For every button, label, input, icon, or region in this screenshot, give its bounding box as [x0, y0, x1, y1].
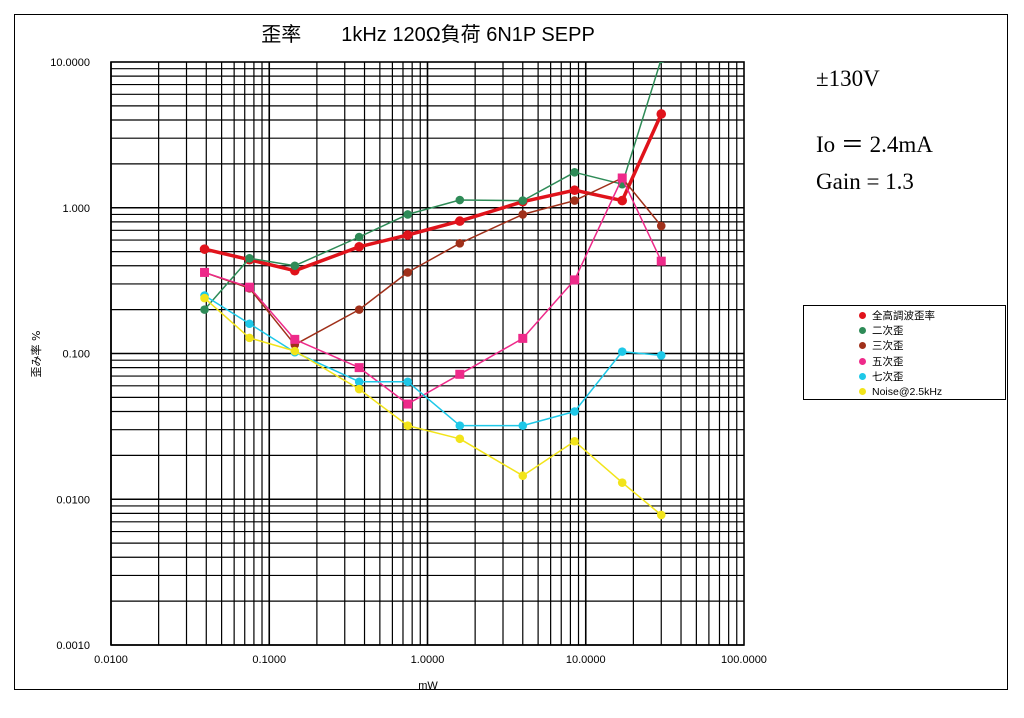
- data-point: [617, 478, 627, 487]
- data-point: [403, 421, 413, 430]
- legend-item: Noise@2.5kHz: [804, 384, 1005, 399]
- data-point: [354, 305, 364, 314]
- data-point: [245, 253, 254, 263]
- legend-marker: [859, 388, 866, 396]
- data-point: [455, 434, 465, 444]
- plot-border: [110, 61, 745, 646]
- legend-item: 全高調波歪率: [804, 308, 1005, 323]
- legend-label: 五次歪: [872, 355, 904, 368]
- data-point: [403, 377, 413, 387]
- data-point: [354, 241, 364, 252]
- x-axis-label: mW: [418, 680, 438, 692]
- legend-item: 七次歪: [804, 369, 1005, 384]
- legend-marker: [859, 312, 866, 320]
- data-point: [656, 256, 666, 266]
- data-point: [354, 377, 364, 387]
- data-point: [656, 351, 666, 360]
- legend-item: 五次歪: [804, 354, 1005, 369]
- x-tick-label: 0.1000: [252, 654, 286, 666]
- data-point: [518, 421, 528, 430]
- current-annotation: Io ＝ 2.4mA: [816, 132, 933, 157]
- data-point: [290, 346, 300, 356]
- gain-annotation: Gain = 1.3: [816, 169, 914, 194]
- data-point: [617, 347, 627, 356]
- data-point: [290, 334, 300, 344]
- chart-frame: [14, 14, 1008, 690]
- legend-marker: [859, 327, 866, 335]
- data-point: [455, 216, 465, 226]
- data-point: [244, 282, 254, 292]
- y-tick-label: 10.0000: [50, 57, 90, 69]
- data-point: [658, 62, 665, 64]
- legend-marker: [859, 342, 866, 350]
- legend-label: 三次歪: [872, 340, 904, 353]
- data-point: [245, 319, 254, 329]
- data-point: [403, 210, 413, 219]
- y-tick-label: 0.0010: [56, 640, 90, 652]
- data-point: [402, 230, 413, 240]
- legend: 全高調波歪率 二次歪三次歪五次歪七次歪 Noise@2.5kHz: [803, 305, 1006, 400]
- legend-marker: [859, 372, 866, 380]
- data-point: [518, 333, 528, 343]
- series-1: [200, 62, 665, 314]
- legend-label: Noise@2.5kHz: [872, 385, 943, 398]
- data-point: [455, 239, 465, 248]
- data-point: [354, 384, 364, 394]
- legend-label: 二次歪: [872, 325, 904, 338]
- legend-item: 三次歪: [804, 338, 1005, 353]
- data-point: [199, 244, 210, 254]
- legend-item: 二次歪: [804, 323, 1005, 338]
- data-point: [617, 195, 628, 206]
- data-point: [656, 510, 666, 520]
- data-point: [354, 232, 364, 242]
- y-tick-label: 0.100: [62, 349, 90, 361]
- data-point: [290, 261, 300, 271]
- data-point: [455, 195, 465, 205]
- x-tick-label: 1.0000: [411, 654, 445, 666]
- data-point: [200, 267, 210, 277]
- data-point: [455, 421, 465, 430]
- legend-label: 全高調波歪率: [872, 310, 935, 323]
- series-3: [200, 173, 666, 409]
- chart-title: 歪率 1kHz 120Ω負荷 6N1P SEPP: [261, 23, 595, 46]
- y-tick-label: 1.000: [62, 203, 90, 215]
- data-point: [518, 471, 528, 481]
- x-tick-label: 100.0000: [721, 654, 767, 666]
- data-point: [354, 363, 364, 373]
- data-point: [570, 196, 579, 205]
- data-point: [617, 173, 627, 183]
- data-point: [200, 293, 209, 303]
- data-point: [455, 369, 465, 379]
- data-point: [518, 196, 528, 205]
- data-point: [200, 305, 209, 314]
- voltage-annotation: ±130V: [816, 66, 880, 91]
- data-point: [656, 221, 666, 231]
- series-5: [200, 293, 666, 520]
- legend-label: 七次歪: [872, 370, 904, 383]
- series-line: [204, 177, 662, 405]
- data-point: [245, 333, 254, 343]
- data-point: [569, 185, 580, 195]
- x-tick-label: 10.0000: [566, 654, 606, 666]
- legend-marker: [859, 357, 866, 365]
- series-line: [204, 297, 662, 516]
- series-line: [203, 62, 662, 311]
- series-line: [204, 294, 662, 427]
- data-point: [403, 399, 413, 409]
- data-point: [570, 407, 579, 416]
- series-line: [204, 177, 662, 346]
- data-point: [570, 436, 579, 446]
- data-point: [518, 210, 528, 219]
- data-point: [570, 275, 580, 285]
- data-point: [570, 168, 579, 177]
- y-tick-label: 0.0100: [56, 494, 90, 506]
- series-line: [204, 113, 663, 273]
- x-tick-label: 0.0100: [94, 654, 128, 666]
- data-point: [656, 109, 667, 119]
- y-axis-label: 歪み率 %: [29, 331, 43, 378]
- data-point: [403, 268, 413, 277]
